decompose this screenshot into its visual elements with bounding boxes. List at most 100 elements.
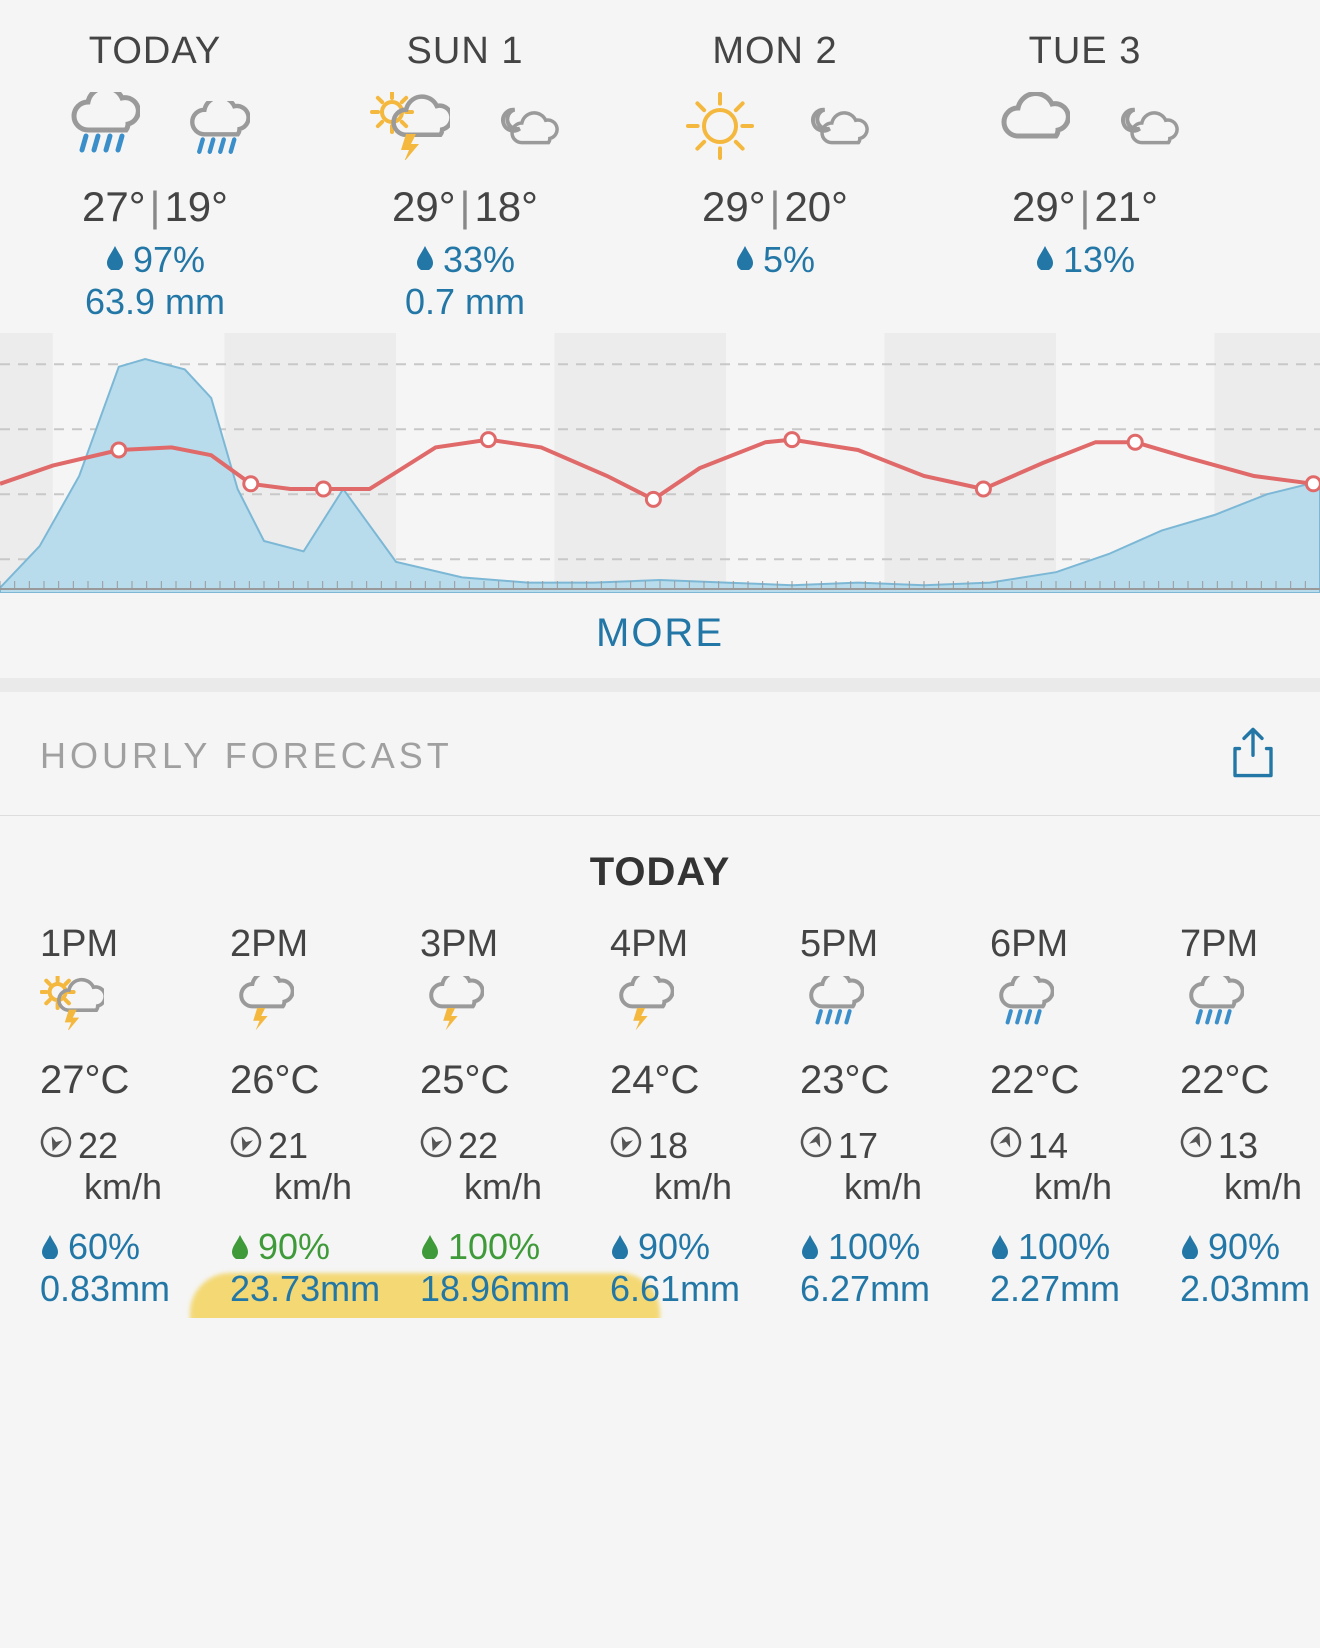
hour-temperature: 25°C xyxy=(420,1058,509,1103)
day-column[interactable]: TUE 3 29°|21° 13% xyxy=(930,10,1240,333)
day-high: 27° xyxy=(82,183,146,230)
day-high: 29° xyxy=(702,183,766,230)
hour-column[interactable]: 5PM 23°C 17 km/h 100% 6.27mm xyxy=(800,915,990,1318)
hour-wind: 18 km/h xyxy=(610,1125,732,1208)
hour-column[interactable]: 6PM 22°C 14 km/h 100% 2.27mm xyxy=(990,915,1180,1318)
wind-speed: 14 xyxy=(1028,1125,1068,1166)
hour-column[interactable]: 1PM 27°C 22 km/h 60% 0.83mm xyxy=(40,915,230,1318)
wind-unit: km/h xyxy=(1180,1166,1302,1207)
hour-precip-mm: 2.27mm xyxy=(990,1268,1120,1310)
hour-weather-icon xyxy=(1180,976,1244,1040)
day-high: 29° xyxy=(1012,183,1076,230)
raindrop-icon xyxy=(1180,1226,1200,1268)
wind-speed: 18 xyxy=(648,1125,688,1166)
day-low: 20° xyxy=(784,183,848,230)
hour-time: 1PM xyxy=(40,923,118,966)
hour-precip-pct: 100% xyxy=(800,1226,920,1268)
hour-time: 6PM xyxy=(990,923,1068,966)
hour-time: 7PM xyxy=(1180,923,1258,966)
day-hi-lo: 29°|20° xyxy=(702,183,848,231)
hour-precip-pct: 100% xyxy=(420,1226,540,1268)
forecast-chart xyxy=(0,333,1320,593)
day-hi-lo: 29°|21° xyxy=(1012,183,1158,231)
hour-wind: 13 km/h xyxy=(1180,1125,1302,1208)
raindrop-icon xyxy=(40,1226,60,1268)
raindrop-icon xyxy=(800,1226,820,1268)
hour-temperature: 26°C xyxy=(230,1058,319,1103)
wind-unit: km/h xyxy=(990,1166,1112,1207)
day-label: TUE 3 xyxy=(1029,30,1142,73)
day-high: 29° xyxy=(392,183,456,230)
day-icon-night xyxy=(180,101,250,166)
day-label: SUN 1 xyxy=(407,30,524,73)
hour-precip-mm: 18.96mm xyxy=(420,1268,570,1310)
hour-temperature: 23°C xyxy=(800,1058,889,1103)
wind-speed: 17 xyxy=(838,1125,878,1166)
wind-speed: 13 xyxy=(1218,1125,1258,1166)
hour-column[interactable]: 7PM 22°C 13 km/h 90% 2.03mm xyxy=(1180,915,1320,1318)
wind-direction-icon xyxy=(230,1125,262,1166)
day-icon-night xyxy=(490,101,560,166)
hour-column[interactable]: 3PM 25°C 22 km/h 100% 18.96mm xyxy=(420,915,610,1318)
day-label: TODAY xyxy=(89,30,221,73)
hour-weather-icon xyxy=(990,976,1054,1040)
wind-direction-icon xyxy=(40,1125,72,1166)
day-icons xyxy=(60,85,250,165)
day-low: 21° xyxy=(1094,183,1158,230)
raindrop-icon xyxy=(1035,244,1055,277)
day-icon-daytime xyxy=(60,92,140,165)
hour-temperature: 22°C xyxy=(990,1058,1079,1103)
hourly-row[interactable]: 1PM 27°C 22 km/h 60% 0.83mm 2PM 26°C 21 xyxy=(0,915,1320,1318)
day-low: 18° xyxy=(474,183,538,230)
day-icon-night xyxy=(1110,101,1180,166)
hour-wind: 22 km/h xyxy=(420,1125,542,1208)
hour-temperature: 22°C xyxy=(1180,1058,1269,1103)
wind-speed: 22 xyxy=(458,1125,498,1166)
more-button[interactable]: MORE xyxy=(0,593,1320,692)
wind-unit: km/h xyxy=(800,1166,922,1207)
day-precip-mm: 63.9 mm xyxy=(85,281,225,323)
hour-column[interactable]: 2PM 26°C 21 km/h 90% 23.73mm xyxy=(230,915,420,1318)
day-low: 19° xyxy=(164,183,228,230)
hour-time: 4PM xyxy=(610,923,688,966)
hour-weather-icon xyxy=(40,976,104,1040)
day-icons xyxy=(370,85,560,165)
hour-wind: 21 km/h xyxy=(230,1125,352,1208)
hour-weather-icon xyxy=(230,976,294,1040)
hour-column[interactable]: 4PM 24°C 18 km/h 90% 6.61mm xyxy=(610,915,800,1318)
hour-precip-pct: 90% xyxy=(1180,1226,1280,1268)
hourly-forecast: TODAY 1PM 27°C 22 km/h 60% 0.83mm 2PM 26… xyxy=(0,816,1320,1328)
hour-weather-icon xyxy=(420,976,484,1040)
day-column[interactable]: MON 2 29°|20° 5% xyxy=(620,10,930,333)
day-icons xyxy=(680,85,870,165)
share-button[interactable] xyxy=(1226,726,1280,785)
day-precip-pct: 97% xyxy=(105,239,205,281)
wind-speed: 21 xyxy=(268,1125,308,1166)
wind-direction-icon xyxy=(610,1125,642,1166)
raindrop-icon xyxy=(610,1226,630,1268)
wind-direction-icon xyxy=(990,1125,1022,1166)
day-icon-daytime xyxy=(370,92,450,165)
wind-direction-icon xyxy=(1180,1125,1212,1166)
hour-wind: 22 km/h xyxy=(40,1125,162,1208)
hour-wind: 17 km/h xyxy=(800,1125,922,1208)
day-column[interactable]: TODAY 27°|19° 97% 63.9 mm xyxy=(0,10,310,333)
wind-direction-icon xyxy=(800,1125,832,1166)
hourly-today-label: TODAY xyxy=(0,816,1320,915)
day-icons xyxy=(990,85,1180,165)
hour-weather-icon xyxy=(610,976,674,1040)
day-precip-pct: 13% xyxy=(1035,239,1135,281)
day-icon-night xyxy=(800,101,870,166)
wind-unit: km/h xyxy=(420,1166,542,1207)
hourly-title: HOURLY FORECAST xyxy=(40,735,453,777)
share-icon xyxy=(1226,726,1280,780)
wind-speed: 22 xyxy=(78,1125,118,1166)
day-hi-lo: 27°|19° xyxy=(82,183,228,231)
hour-precip-pct: 90% xyxy=(230,1226,330,1268)
wind-unit: km/h xyxy=(230,1166,352,1207)
day-column[interactable]: SUN 1 29°|18° 33% 0.7 mm xyxy=(310,10,620,333)
raindrop-icon xyxy=(735,244,755,277)
hour-time: 3PM xyxy=(420,923,498,966)
day-label: MON 2 xyxy=(712,30,837,73)
day-hi-lo: 29°|18° xyxy=(392,183,538,231)
